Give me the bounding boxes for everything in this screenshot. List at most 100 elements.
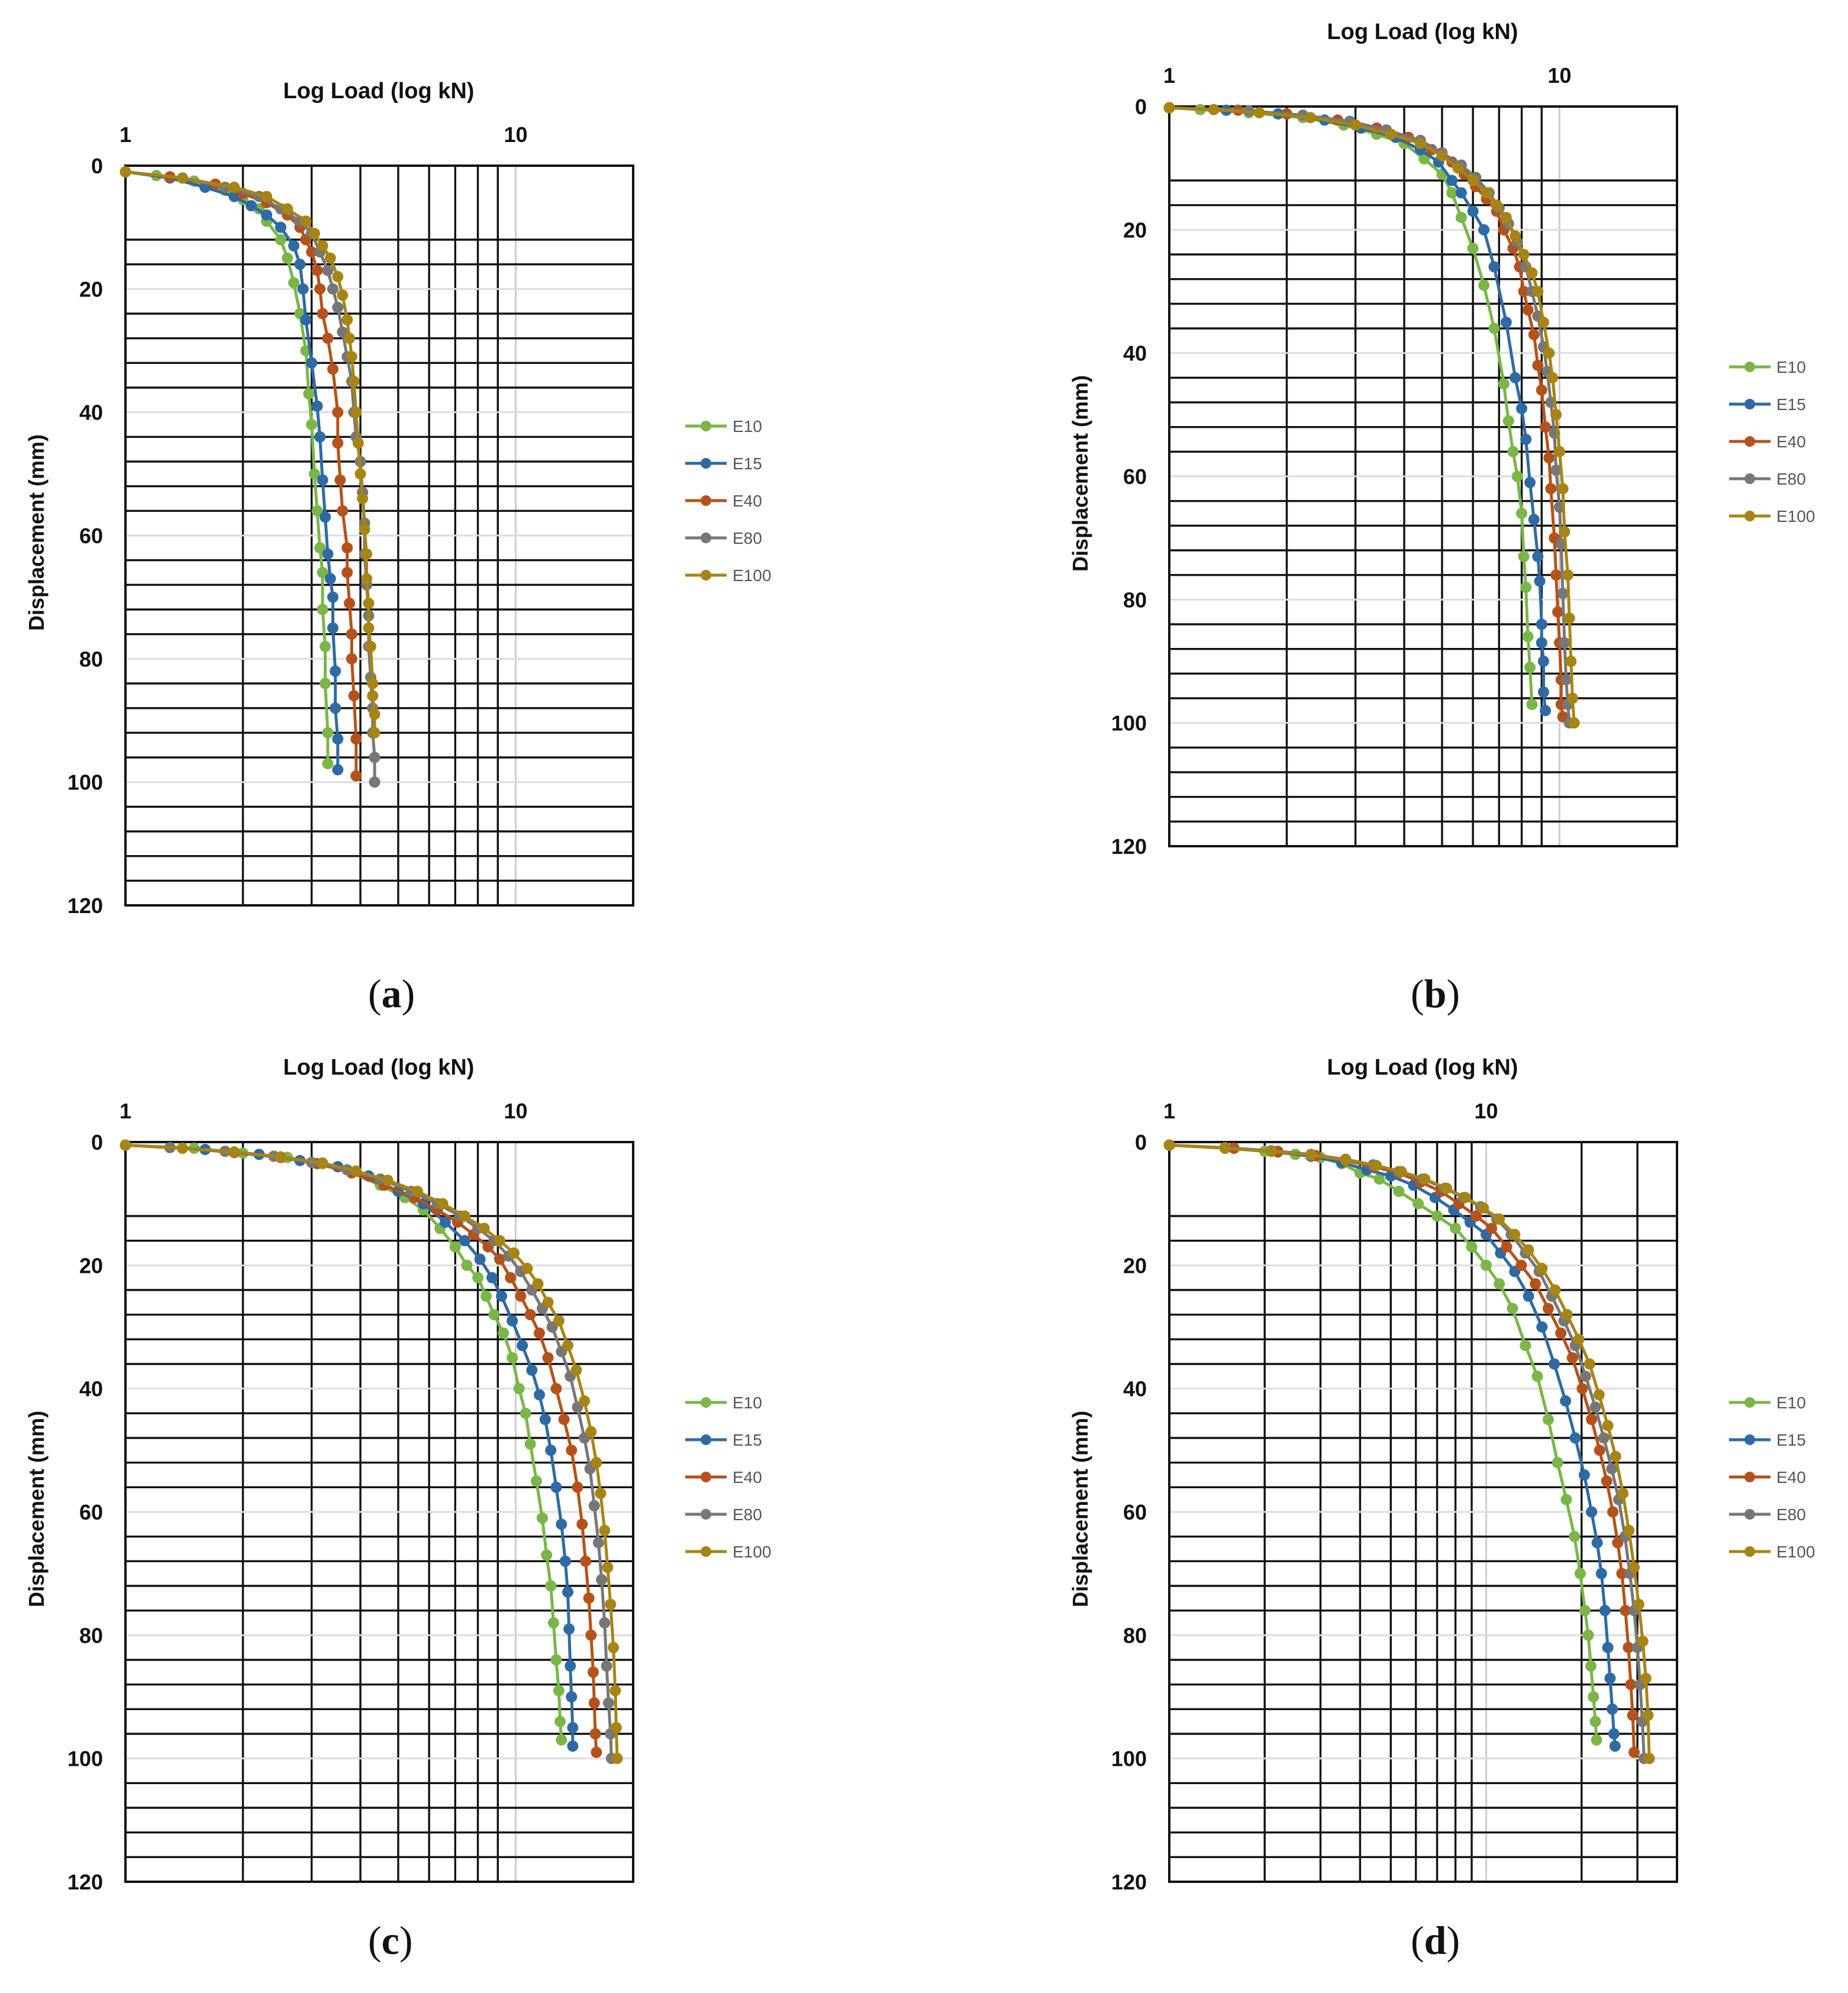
data-point xyxy=(1602,1420,1614,1431)
y-tick-label: 60 xyxy=(79,1500,103,1524)
data-point xyxy=(1511,470,1523,482)
data-point xyxy=(228,1146,240,1158)
y-axis-title: Displacement (mm) xyxy=(24,434,49,631)
data-point xyxy=(572,1481,583,1493)
data-point xyxy=(558,1414,570,1426)
data-point xyxy=(176,1142,188,1154)
series-line xyxy=(1169,106,1571,723)
data-point xyxy=(550,1481,562,1493)
data-point xyxy=(1528,514,1540,525)
data-point xyxy=(359,524,370,536)
data-point xyxy=(1537,656,1549,667)
data-point xyxy=(1633,1598,1644,1610)
data-point xyxy=(1491,199,1502,211)
legend-label: E15 xyxy=(733,454,762,473)
data-point xyxy=(488,1309,500,1321)
y-tick-label: 0 xyxy=(91,1130,103,1154)
data-point xyxy=(332,764,344,776)
x-tick-labels: 1 10 xyxy=(1163,1099,1498,1123)
data-point xyxy=(580,1555,592,1567)
data-point xyxy=(1446,187,1458,199)
data-point xyxy=(534,1389,546,1401)
data-point xyxy=(363,598,375,609)
data-point xyxy=(1565,656,1577,667)
legend-marker xyxy=(1744,1546,1755,1557)
data-point xyxy=(1606,1463,1618,1475)
gridlines xyxy=(124,1141,634,1883)
data-point xyxy=(350,770,362,782)
data-point xyxy=(595,1488,607,1499)
data-point xyxy=(608,1642,620,1653)
data-point xyxy=(1579,1605,1591,1617)
data-point xyxy=(1569,1432,1581,1444)
data-point xyxy=(327,283,338,295)
data-point xyxy=(1589,1401,1601,1413)
data-point xyxy=(609,1685,621,1697)
data-point xyxy=(1528,328,1540,340)
data-point xyxy=(332,271,344,282)
data-point xyxy=(1574,1568,1586,1579)
data-point xyxy=(565,1660,576,1672)
data-point xyxy=(324,573,336,585)
legend-label: E40 xyxy=(1776,1468,1806,1486)
gridlines xyxy=(124,165,634,907)
x-axis-title: Log Load (log kN) xyxy=(283,79,475,104)
data-point xyxy=(480,1290,492,1302)
legend-label: E10 xyxy=(733,1394,762,1412)
gridlines xyxy=(1168,105,1678,847)
data-point xyxy=(587,1666,599,1678)
data-point xyxy=(1467,205,1479,217)
data-point xyxy=(411,1185,423,1197)
data-point xyxy=(515,1290,527,1302)
legend-marker xyxy=(1744,1472,1755,1482)
data-point xyxy=(308,468,320,480)
data-point xyxy=(306,357,318,369)
series-e15 xyxy=(120,166,344,776)
data-point xyxy=(1305,112,1317,124)
data-point xyxy=(1507,446,1519,457)
data-point xyxy=(1455,212,1467,223)
y-tick-label: 40 xyxy=(79,401,103,425)
data-point xyxy=(1545,483,1557,495)
data-point xyxy=(382,1175,394,1186)
data-point xyxy=(1540,705,1552,717)
data-point xyxy=(1576,1383,1588,1395)
data-point xyxy=(1586,1506,1598,1518)
data-point xyxy=(1470,1210,1482,1222)
data-point xyxy=(1494,1213,1505,1225)
data-point xyxy=(1560,1395,1572,1407)
data-point xyxy=(1557,588,1569,599)
data-point xyxy=(1516,402,1528,414)
data-point xyxy=(1547,372,1559,383)
series-line xyxy=(1169,106,1576,723)
data-point xyxy=(1510,372,1521,383)
legend: E10 E15 E40 E80 E100 xyxy=(685,1394,771,1561)
y-tick-label: 20 xyxy=(1123,1253,1147,1278)
data-point xyxy=(311,265,323,276)
series-line xyxy=(1169,106,1534,705)
x-tick-labels: 1 10 xyxy=(1163,63,1572,88)
data-point xyxy=(592,1537,604,1549)
legend: E10 E15 E40 E80 E100 xyxy=(685,417,771,585)
legend-label: E40 xyxy=(733,1468,762,1486)
series-e80 xyxy=(1163,1139,1650,1765)
y-tick-label: 60 xyxy=(1123,465,1147,489)
legend: E10 E15 E40 E80 E100 xyxy=(1729,358,1815,525)
data-point xyxy=(566,1444,578,1456)
data-point xyxy=(610,1722,622,1734)
data-point xyxy=(536,1512,548,1524)
data-point xyxy=(1627,1710,1639,1721)
x-tick-labels: 1 10 xyxy=(120,1099,528,1123)
data-point xyxy=(1588,1691,1599,1702)
data-point xyxy=(311,505,323,517)
data-point xyxy=(228,181,240,193)
data-point xyxy=(120,1139,131,1151)
data-series xyxy=(1163,1139,1655,1765)
data-point xyxy=(282,252,294,264)
data-point xyxy=(1534,575,1546,587)
data-point xyxy=(317,567,328,578)
data-series xyxy=(1163,102,1580,729)
data-point xyxy=(1640,1672,1652,1684)
data-point xyxy=(300,215,312,227)
data-point xyxy=(1530,1278,1541,1290)
